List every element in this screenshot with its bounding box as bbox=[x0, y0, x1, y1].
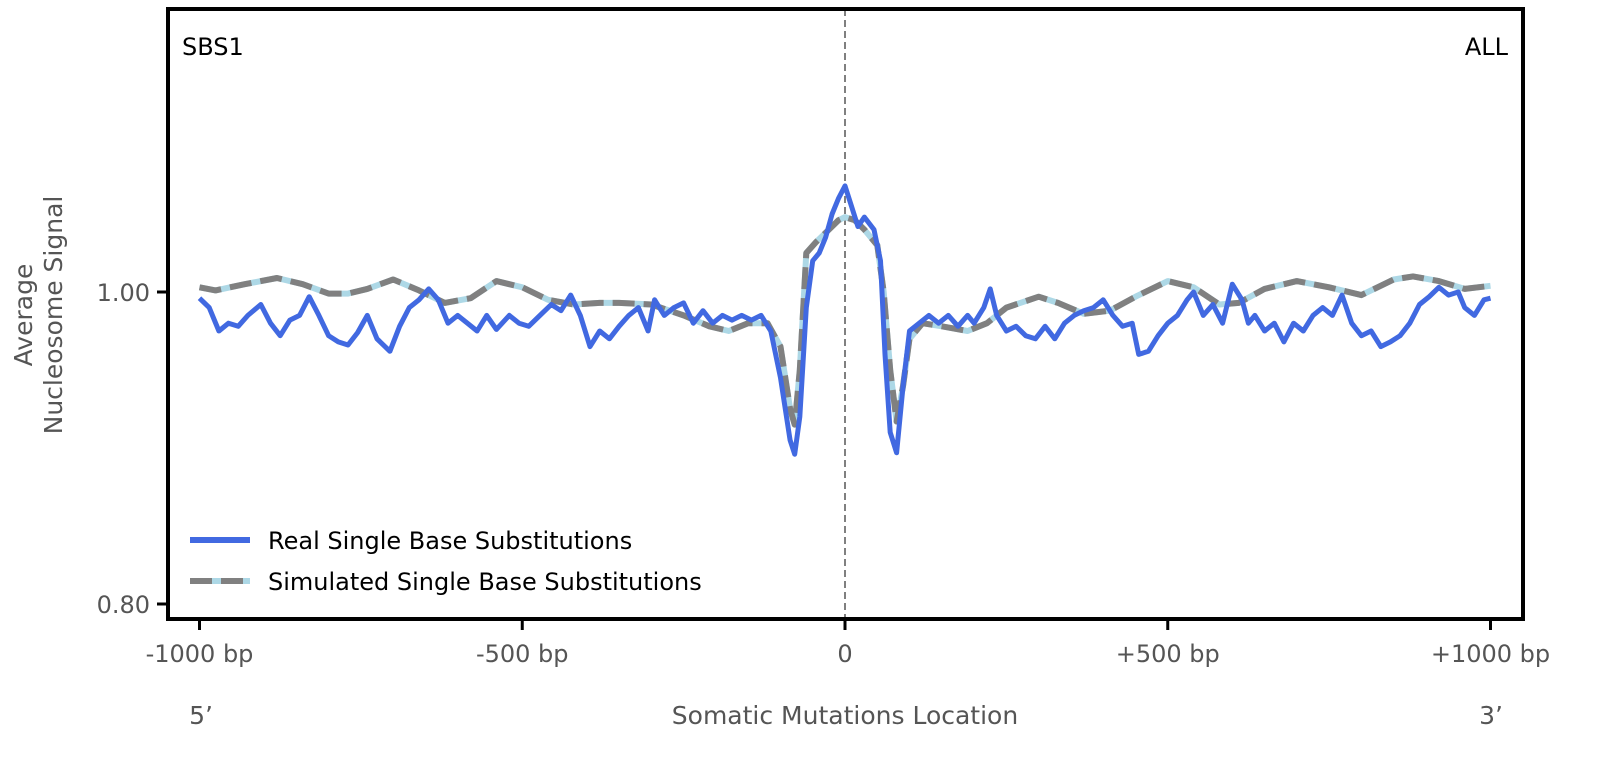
legend-label-real: Real Single Base Substitutions bbox=[268, 527, 632, 555]
x-end-label-right: 3’ bbox=[1479, 701, 1503, 730]
x-tick-label: 0 bbox=[837, 640, 852, 668]
x-axis-label: Somatic Mutations Location bbox=[672, 701, 1018, 730]
real-series-line bbox=[197, 183, 1492, 457]
x-tick-label: -1000 bp bbox=[146, 640, 254, 668]
y-tick-label: 1.00 bbox=[97, 279, 150, 307]
legend: Real Single Base Substitutions Simulated… bbox=[190, 527, 702, 596]
plot-lines bbox=[197, 9, 1492, 619]
x-tick-label: +1000 bp bbox=[1431, 640, 1550, 668]
legend-label-simulated: Simulated Single Base Substitutions bbox=[268, 568, 702, 596]
x-end-label-left: 5’ bbox=[189, 701, 213, 730]
simulated-series-line bbox=[198, 214, 1491, 428]
y-axis-label-line2: Nucleosome Signal bbox=[39, 196, 68, 435]
axis-ticks: -1000 bp -500 bp 0 +500 bp +1000 bp 0.80 1.00 bbox=[97, 279, 1551, 668]
corner-label-left: SBS1 bbox=[182, 33, 244, 61]
y-axis-label-line1: Average bbox=[9, 264, 38, 367]
corner-label-right: ALL bbox=[1465, 33, 1509, 61]
x-tick-label: -500 bp bbox=[476, 640, 569, 668]
x-tick-label: +500 bp bbox=[1116, 640, 1220, 668]
y-tick-label: 0.80 bbox=[97, 591, 150, 619]
